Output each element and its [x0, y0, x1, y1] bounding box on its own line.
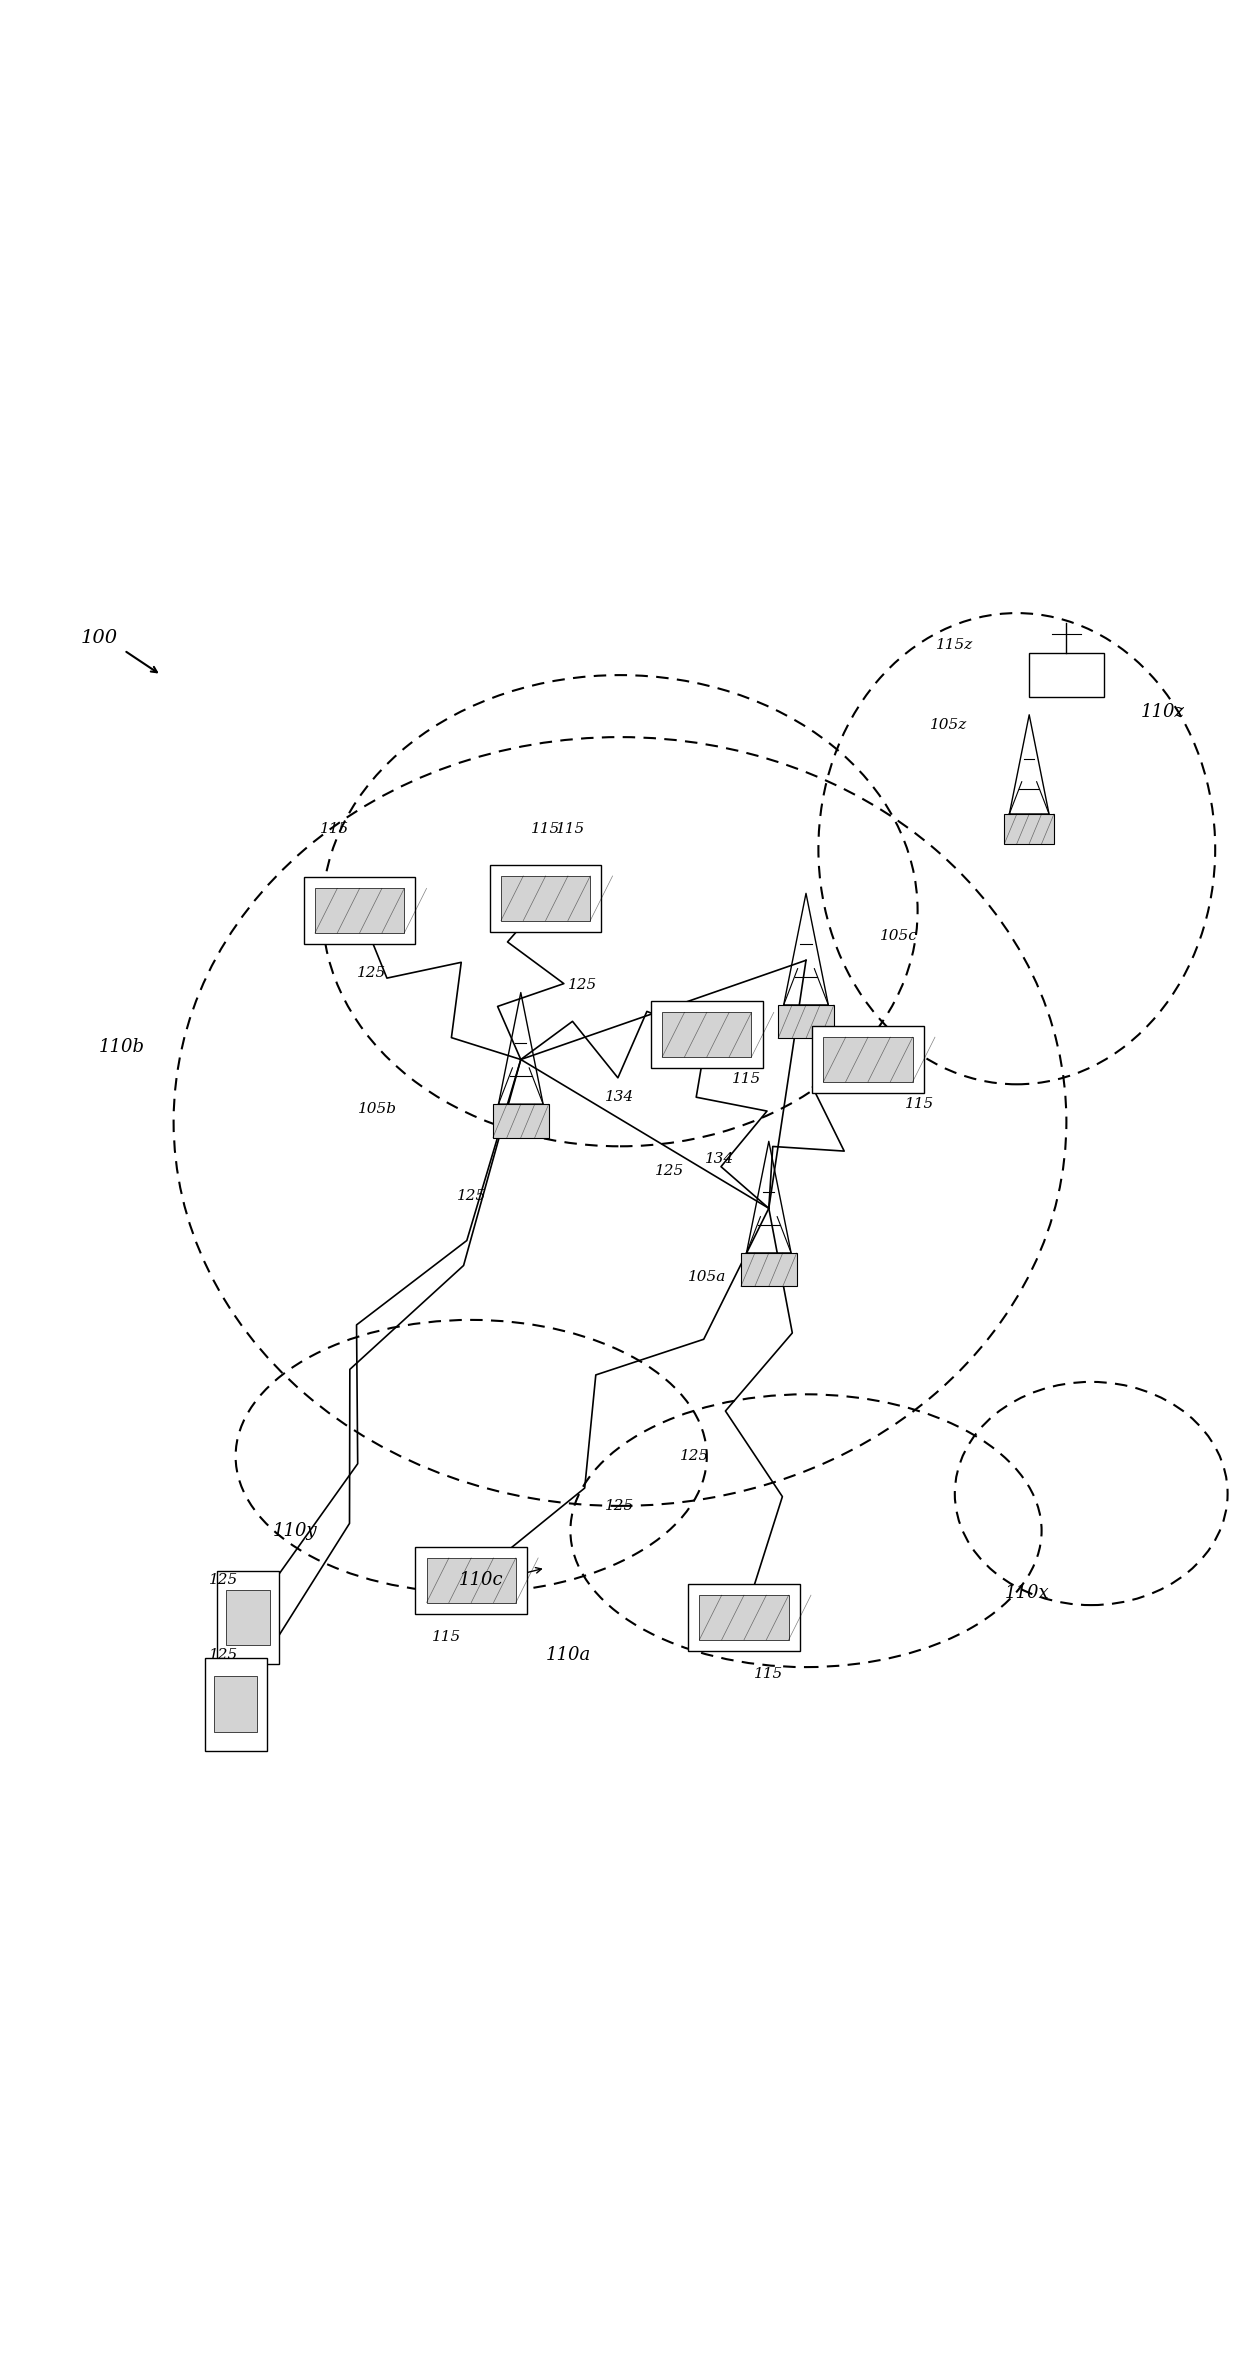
Bar: [812, 1025, 924, 1094]
Bar: [1029, 653, 1104, 698]
Bar: [227, 1591, 270, 1645]
Bar: [427, 1557, 516, 1602]
Text: 110z: 110z: [1141, 703, 1184, 722]
Text: 115: 115: [432, 1631, 461, 1645]
Text: 134: 134: [704, 1153, 734, 1165]
Text: 115: 115: [556, 821, 585, 836]
Text: 115: 115: [320, 821, 350, 836]
Text: 110b: 110b: [99, 1039, 145, 1056]
Text: 125: 125: [568, 978, 598, 992]
Bar: [651, 1001, 763, 1068]
Bar: [415, 1546, 527, 1614]
Text: 115: 115: [531, 821, 560, 836]
Text: 115z: 115z: [936, 637, 973, 651]
Bar: [315, 888, 404, 933]
Text: 110y: 110y: [273, 1522, 317, 1539]
Bar: [304, 878, 415, 944]
Text: 125: 125: [208, 1574, 238, 1588]
Text: 115: 115: [905, 1096, 935, 1110]
Bar: [501, 876, 590, 921]
Bar: [688, 1584, 800, 1650]
Bar: [742, 1252, 797, 1285]
Bar: [823, 1037, 913, 1082]
Bar: [1004, 814, 1054, 843]
Text: 125: 125: [655, 1165, 684, 1179]
Text: 125: 125: [456, 1188, 486, 1202]
Bar: [492, 1103, 548, 1139]
Bar: [490, 864, 601, 933]
Bar: [205, 1657, 267, 1752]
Text: 105c: 105c: [880, 928, 918, 942]
Text: 125: 125: [357, 966, 387, 980]
Text: 115: 115: [754, 1666, 784, 1681]
Bar: [662, 1013, 751, 1058]
Text: 125: 125: [208, 1647, 238, 1662]
Bar: [215, 1676, 258, 1733]
Bar: [779, 1006, 835, 1039]
Text: 110c: 110c: [459, 1572, 503, 1588]
Text: 134: 134: [605, 1089, 635, 1103]
Text: 110a: 110a: [546, 1645, 590, 1664]
Text: 105b: 105b: [358, 1103, 397, 1117]
Text: 110x: 110x: [1004, 1584, 1049, 1602]
Text: 105z: 105z: [930, 717, 967, 731]
Bar: [217, 1572, 279, 1664]
Text: 125: 125: [605, 1498, 635, 1513]
Text: 105a: 105a: [688, 1271, 725, 1285]
Bar: [699, 1595, 789, 1640]
Text: 115: 115: [732, 1072, 761, 1086]
Text: 100: 100: [81, 630, 118, 646]
Text: 125: 125: [680, 1449, 709, 1463]
